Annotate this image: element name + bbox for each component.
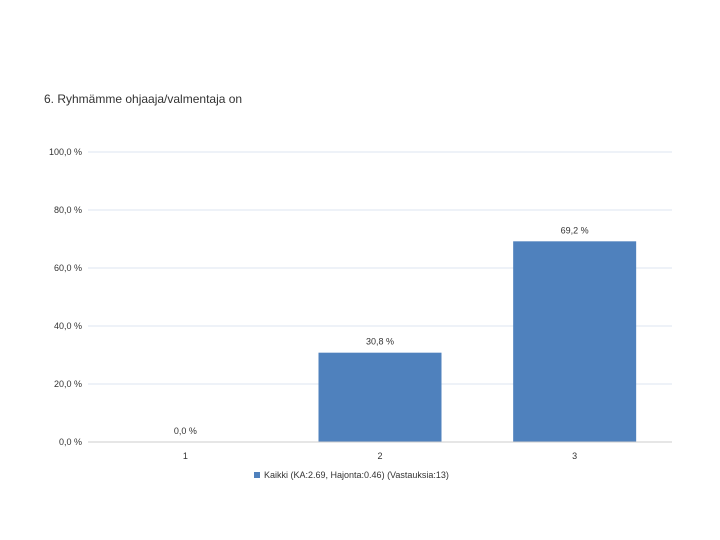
data-label-1: 0,0 %	[174, 426, 197, 436]
chart-title: 6. Ryhmämme ohjaaja/valmentaja on	[44, 92, 243, 106]
y-axis-tick-labels: 0,0 % 20,0 % 40,0 % 60,0 % 80,0 % 100,0 %	[49, 147, 82, 447]
y-tick-label: 100,0 %	[49, 147, 82, 157]
data-labels: 0,0 % 30,8 % 69,2 %	[174, 225, 589, 436]
legend: Kaikki (KA:2.69, Hajonta:0.46) (Vastauks…	[254, 470, 449, 480]
y-tick-label: 0,0 %	[59, 437, 82, 447]
bar-2	[318, 352, 442, 442]
bars	[318, 241, 637, 442]
y-tick-label: 20,0 %	[54, 379, 82, 389]
data-label-3: 69,2 %	[561, 225, 589, 235]
legend-swatch	[254, 472, 260, 478]
x-tick-label-2: 2	[377, 451, 382, 461]
y-tick-label: 40,0 %	[54, 321, 82, 331]
x-tick-label-3: 3	[572, 451, 577, 461]
x-tick-label-1: 1	[183, 451, 188, 461]
bar-3	[513, 241, 637, 442]
legend-label: Kaikki (KA:2.69, Hajonta:0.46) (Vastauks…	[264, 470, 449, 480]
x-axis-tick-labels: 1 2 3	[183, 451, 577, 461]
data-label-2: 30,8 %	[366, 337, 394, 347]
y-tick-label: 60,0 %	[54, 263, 82, 273]
y-tick-label: 80,0 %	[54, 205, 82, 215]
